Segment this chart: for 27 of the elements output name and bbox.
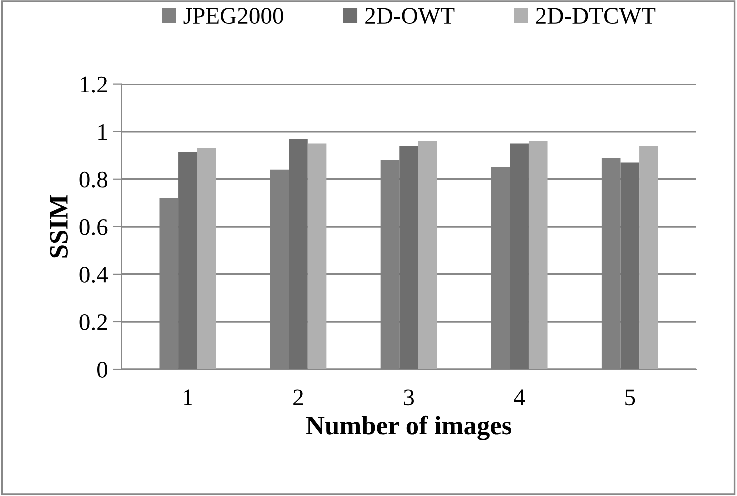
- y-tick-label: 0: [98, 362, 108, 378]
- bar: [289, 138, 308, 370]
- x-tick-label: 1: [184, 390, 192, 406]
- legend-label: 2D-OWT: [366, 8, 455, 24]
- bar: [528, 141, 548, 370]
- x-tick-label: 4: [514, 390, 526, 406]
- bar: [197, 148, 216, 370]
- bar: [620, 162, 640, 370]
- bar: [178, 152, 198, 370]
- y-tick-label: 1: [98, 124, 107, 140]
- x-tick-label: 2: [294, 390, 304, 406]
- y-axis-title: SSIM: [50, 195, 68, 258]
- y-tick-label: 0.2: [80, 314, 108, 331]
- bar: [640, 146, 658, 370]
- y-tick-label: 1.2: [80, 76, 108, 93]
- x-axis-title: Number of images: [306, 416, 512, 440]
- bar: [308, 144, 327, 370]
- bar: [510, 144, 529, 370]
- y-tick-label: 0.4: [80, 266, 108, 283]
- bar: [418, 141, 438, 370]
- x-tick-label: 5: [626, 390, 636, 406]
- legend-label: JPEG2000: [184, 8, 284, 24]
- bar: [400, 146, 418, 370]
- legend-label: 2D-DTCWT: [536, 8, 656, 24]
- y-tick-label: 0.8: [80, 172, 108, 188]
- x-tick-label: 3: [404, 390, 414, 406]
- y-tick-label: 0.6: [80, 219, 108, 236]
